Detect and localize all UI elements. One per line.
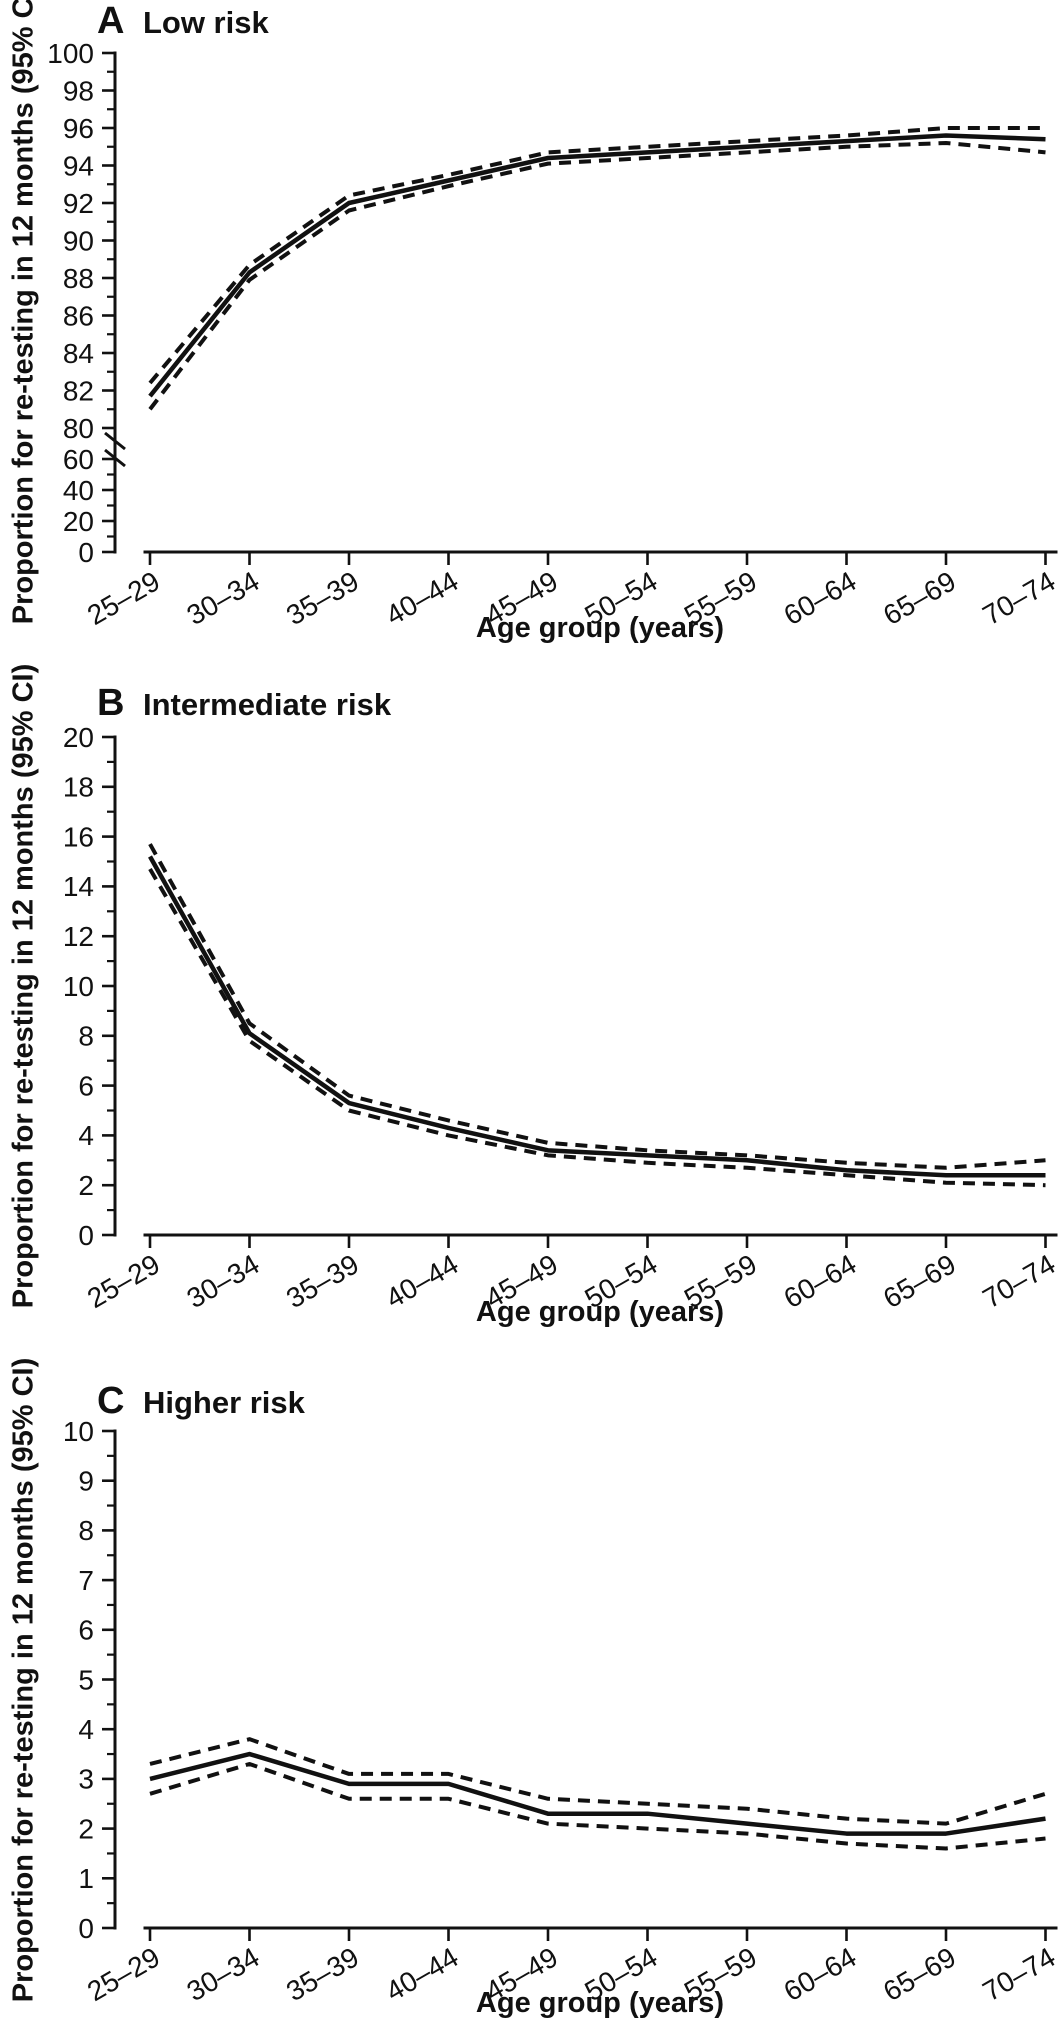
y-tick-label: 86 [63, 300, 94, 331]
panel-letter: C [97, 1380, 125, 1422]
y-tick-label: 12 [63, 921, 94, 952]
panel-title-text: Higher risk [142, 1385, 305, 1420]
series-line-proportion [148, 133, 1046, 398]
series-line-lower-95ci [148, 141, 1046, 411]
y-tick-label: 82 [63, 375, 94, 406]
y-tick-label: 6 [78, 1070, 94, 1101]
series-line-upper-95ci [149, 1737, 1047, 1826]
y-tick-label: 98 [63, 75, 94, 106]
panel-a-low-risk: 100 98 96 94 92 90 88 86 84 82 80 60 40 20 0 25–29 30–34… [0, 0, 1064, 660]
y-tick-label: 4 [78, 1120, 94, 1151]
y-tick-label: 20 [63, 722, 94, 753]
x-axis-label: Age group (years) [475, 612, 725, 644]
y-tick-label: 94 [63, 150, 94, 181]
series [148, 843, 1046, 1188]
y-tick-label: 92 [63, 188, 94, 219]
panel-title-text: Intermediate risk [142, 687, 392, 722]
y-tick-label: 16 [63, 821, 94, 852]
y-tick-label: 88 [63, 263, 94, 294]
panel-c-title: C Higher risk [97, 1380, 305, 1423]
y-tick-label: 80 [63, 413, 94, 444]
y-tick-label: 96 [63, 113, 94, 144]
y-tick-label: 84 [63, 338, 94, 369]
y-tick-label: 0 [78, 1220, 94, 1251]
series [148, 126, 1046, 411]
y-axis-label: Proportion for re-testing in 12 months (… [7, 0, 40, 625]
y-tick-label: 90 [63, 225, 94, 256]
series [149, 1737, 1047, 1851]
series-line-lower-95ci [149, 1761, 1046, 1851]
y-tick-label: 8 [78, 1021, 94, 1052]
y-tick-label: 5 [78, 1664, 94, 1695]
series-line-proportion [148, 855, 1046, 1178]
y-tick-label: 0 [78, 537, 94, 568]
panel-c-higher-risk: 10 9 8 7 6 5 4 3 2 1 0 25–29 30–34 35–39 40–44 45–49 50–… [0, 1357, 1064, 2043]
y-tick-label: 2 [78, 1813, 94, 1844]
y-tick-label: 8 [78, 1515, 94, 1546]
axis-break-mark [104, 431, 126, 451]
panel-letter: B [97, 682, 125, 724]
y-tick-label: 6 [78, 1615, 94, 1646]
y-tick-label: 14 [63, 871, 94, 902]
y-tick-label: 20 [63, 506, 94, 537]
y-tick-label: 0 [78, 1913, 94, 1944]
y-tick-label: 1 [78, 1863, 94, 1894]
y-tick-label: 9 [78, 1466, 94, 1497]
y-tick-label: 18 [63, 772, 94, 803]
panel-a-title: A Low risk [97, 0, 269, 43]
y-axis-label: Proportion for re-testing in 12 months (… [7, 1357, 40, 2003]
y-tick-label: 2 [78, 1170, 94, 1201]
panel-b-title: B Intermediate risk [97, 682, 391, 725]
y-tick-label: 3 [78, 1764, 94, 1795]
y-tick-label: 100 [47, 38, 94, 69]
series-line-proportion [149, 1751, 1046, 1836]
series-line-upper-95ci [148, 843, 1046, 1170]
y-tick-label: 10 [63, 971, 94, 1002]
y-tick-label: 10 [63, 1416, 94, 1447]
axis-break-mark [104, 448, 126, 468]
x-axis-label: Age group (years) [475, 1296, 725, 1328]
y-tick-label: 60 [63, 444, 94, 475]
panel-title-text: Low risk [142, 5, 269, 40]
panel-b-intermediate-risk: 20 18 16 14 12 10 8 6 4 2 0 25–29 30–34 35–39 40–44 45–… [0, 660, 1064, 1360]
y-tick-label: 40 [63, 475, 94, 506]
y-tick-label: 7 [78, 1565, 94, 1596]
series-line-upper-95ci [148, 126, 1046, 385]
y-tick-label: 4 [78, 1714, 94, 1745]
y-axis-label: Proportion for re-testing in 12 months (… [7, 663, 40, 1309]
panel-letter: A [97, 0, 125, 42]
x-axis-label: Age group (years) [475, 1987, 725, 2019]
series-line-lower-95ci [148, 867, 1046, 1188]
